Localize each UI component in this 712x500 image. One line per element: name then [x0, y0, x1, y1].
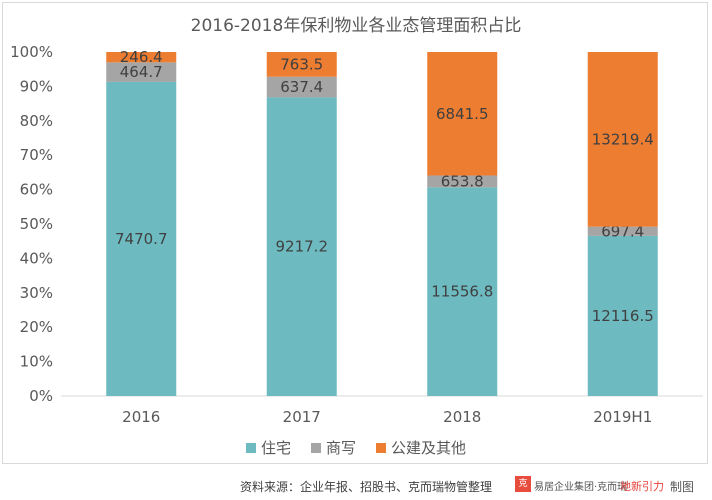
- legend-item: 住宅: [245, 437, 291, 458]
- footer: 资料来源：企业年报、招股书、克而瑞物管整理 克 易居企业集团·克而瑞 地新引力 …: [0, 474, 712, 498]
- legend-item: 商写: [310, 437, 356, 458]
- category-label: 2019H1: [593, 408, 652, 426]
- brand-name: 易居企业集团·克而瑞: [534, 482, 628, 493]
- bar-segment: [427, 52, 498, 176]
- source-note: 资料来源：企业年报、招股书、克而瑞物管整理: [240, 480, 493, 494]
- made-by-label: 制图: [670, 480, 695, 494]
- y-tick-label: 100%: [10, 43, 53, 61]
- legend-item: 公建及其他: [376, 437, 466, 458]
- data-label: 653.8: [441, 172, 484, 190]
- y-tick-label: 0%: [29, 387, 53, 405]
- chart-title: 2016-2018年保利物业各业态管理面积占比: [190, 16, 522, 36]
- data-label: 11556.8: [431, 283, 493, 301]
- stacked-bar-chart: 0% 10% 20% 30% 40% 50% 60% 70% 80% 90% 100% 7470.7 4…: [10, 43, 703, 426]
- y-tick-label: 30%: [20, 284, 53, 302]
- y-tick-label: 50%: [20, 215, 53, 233]
- y-tick-label: 20%: [20, 318, 53, 336]
- data-label: 464.7: [120, 63, 163, 81]
- chart-frame: 2016-2018年保利物业各业态管理面积占比 0% 10% 20% 30% 40% 50…: [2, 2, 708, 464]
- data-label: 12116.5: [592, 307, 654, 325]
- legend-swatch: [376, 443, 386, 453]
- bar-segment: [427, 187, 498, 396]
- legend: 住宅 商写 公建及其他: [3, 437, 709, 458]
- bar-segment: [587, 235, 658, 396]
- data-label: 9217.2: [276, 238, 329, 256]
- data-label: 697.4: [601, 222, 644, 240]
- legend-label: 住宅: [260, 439, 291, 457]
- category-label: 2016: [122, 408, 160, 426]
- legend-swatch: [310, 443, 321, 453]
- brand-logo-icon: 克: [515, 476, 531, 492]
- bar-segment: [587, 52, 658, 227]
- y-tick-label: 10%: [20, 353, 53, 371]
- legend-label: 商写: [325, 439, 356, 457]
- bar-segment: [106, 52, 177, 63]
- y-tick-label: 70%: [20, 146, 53, 164]
- category-label: 2018: [443, 408, 481, 426]
- category-label: 2017: [283, 408, 321, 426]
- data-label: 246.4: [120, 48, 163, 66]
- bar-segment: [587, 226, 658, 236]
- brand-secondary: 地新引力: [620, 480, 664, 493]
- data-label: 637.4: [280, 78, 323, 96]
- bar-segment: [266, 76, 337, 98]
- bar-segment: [266, 97, 337, 396]
- legend-label: 公建及其他: [391, 439, 467, 457]
- data-label: 7470.7: [115, 230, 168, 248]
- data-label: 13219.4: [592, 130, 654, 148]
- y-tick-label: 40%: [20, 249, 53, 267]
- legend-swatch: [245, 443, 256, 453]
- bar-segment: [266, 52, 337, 77]
- y-tick-label: 90%: [20, 77, 53, 95]
- data-label: 6841.5: [436, 105, 489, 123]
- bar-segment: [106, 62, 177, 82]
- y-tick-label: 80%: [20, 112, 53, 130]
- bar-segment: [427, 175, 498, 188]
- y-tick-label: 60%: [20, 181, 53, 199]
- data-label: 763.5: [280, 55, 323, 73]
- bar-segment: [106, 81, 177, 396]
